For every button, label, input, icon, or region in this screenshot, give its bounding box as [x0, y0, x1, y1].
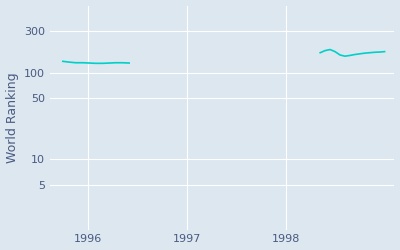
Y-axis label: World Ranking: World Ranking: [6, 72, 18, 163]
